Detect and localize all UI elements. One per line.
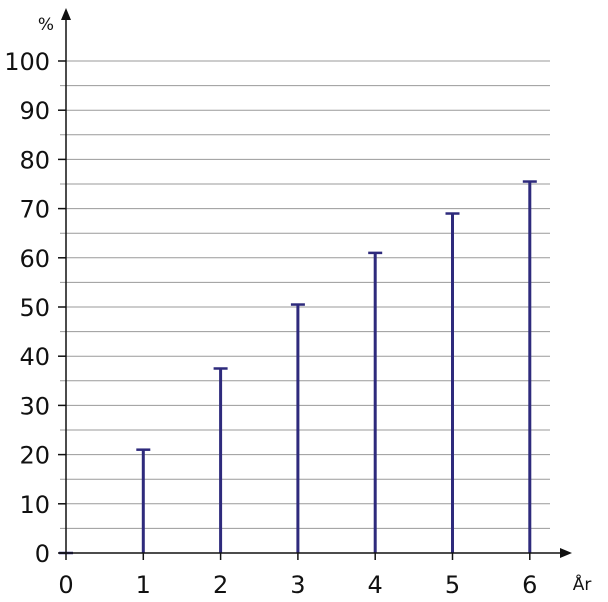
bar [522,180,537,553]
x-tick-label: 4 [368,571,383,599]
y-tick-label: 20 [19,442,50,470]
axes [60,8,572,560]
y-tick-labels: 0 10 20 30 40 50 60 70 80 90 100 [4,48,66,568]
y-axis-arrow [61,8,71,20]
y-tick-label: 60 [19,245,50,273]
y-tick-label: 10 [19,491,50,519]
bar [136,448,151,553]
x-tick-label: 1 [136,571,151,599]
x-axis-arrow [560,548,572,558]
y-tick-label: 70 [19,196,50,224]
grid-lines [60,60,550,529]
bar [445,212,460,553]
y-tick-label: 100 [4,48,50,76]
y-tick-label: 40 [19,343,50,371]
y-tick-label: 90 [19,97,50,125]
y-tick-label: 0 [35,540,50,568]
x-tick-label: 2 [213,571,228,599]
x-tick-label: 5 [445,571,460,599]
y-tick-label: 50 [19,294,50,322]
y-tick-label: 30 [19,392,50,420]
bar [213,367,228,553]
x-tick-label: 6 [522,571,537,599]
x-axis-label: År [573,573,592,595]
bar [290,303,305,553]
x-tick-labels: 0 1 2 3 4 5 6 [58,553,537,599]
x-tick-label: 0 [58,571,73,599]
y-axis-label: % [38,15,54,35]
x-tick-label: 3 [290,571,305,599]
y-tick-label: 80 [19,146,50,174]
bars [59,180,537,555]
bar [368,251,383,553]
